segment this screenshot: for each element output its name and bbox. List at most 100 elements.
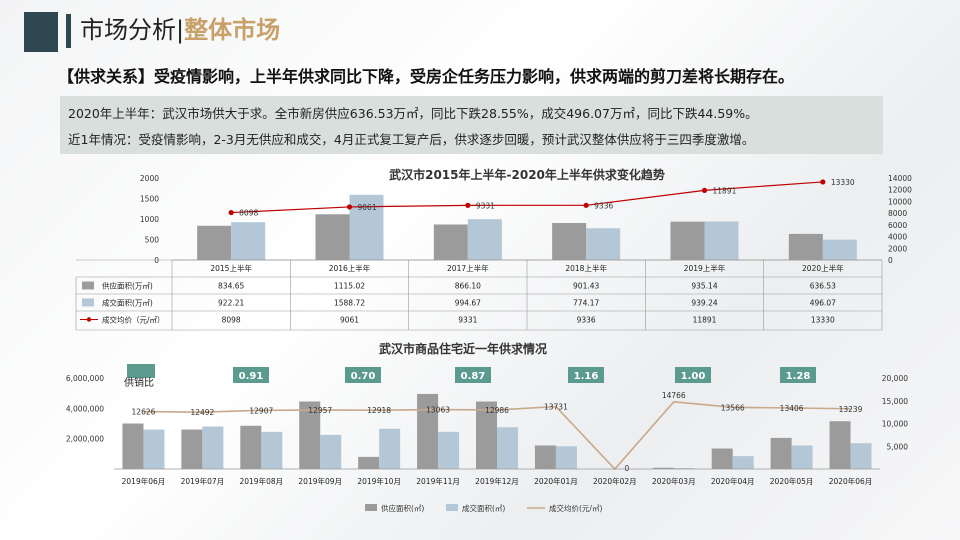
chart1-table-cell: 901.43 <box>573 282 599 291</box>
chart1-point-price <box>583 202 589 208</box>
chart1-y2-tick-label: 10000 <box>888 197 912 206</box>
chart1-category-label: 2017上半年 <box>447 263 489 273</box>
chart1-bar-supply <box>788 233 823 260</box>
chart2-bar-supply <box>770 437 792 469</box>
chart2-category-label: 2020年02月 <box>593 476 637 486</box>
chart2-ratio-value: 1.00 <box>681 371 706 382</box>
chart2-point-label: 12957 <box>308 406 332 415</box>
chart2-point-label: 0 <box>624 464 629 473</box>
chart1-table-cell: 9331 <box>458 316 477 325</box>
page-title: 市场分析|整体市场 <box>80 12 280 48</box>
chart1-table-cell: 9336 <box>577 316 596 325</box>
chart2-bar-deal <box>379 428 401 469</box>
chart1-y2-tick-label: 8000 <box>888 209 907 218</box>
chart2-category-label: 2020年03月 <box>652 476 696 486</box>
chart2-point-label: 14766 <box>662 391 686 400</box>
chart1-table-cell: 13330 <box>811 316 835 325</box>
chart2-ratio-badge <box>780 367 816 383</box>
chart2-bar-deal <box>791 445 813 469</box>
chart2-line-price <box>143 400 851 471</box>
headline: 【供求关系】受疫情影响，上半年供求同比下降，受房企任务压力影响，供求两端的剪刀差… <box>58 67 795 86</box>
chart2-category-label: 2019年09月 <box>298 476 342 486</box>
chart2-bar-supply <box>829 421 851 469</box>
chart2-ratio-badge-header <box>127 364 155 378</box>
chart2-bar-supply <box>711 448 733 469</box>
chart2-bar-deal <box>438 431 460 469</box>
chart2-point-label: 12918 <box>367 406 391 415</box>
chart1-bar-supply <box>670 221 705 260</box>
chart2-ratio-value: 0.87 <box>461 371 486 382</box>
chart1-y2-tick-label: 6000 <box>888 221 907 230</box>
chart2-category-label: 2020年04月 <box>711 476 755 486</box>
chart1-y2-tick-label: 0 <box>888 256 893 265</box>
chart1-bar-deal <box>231 222 266 260</box>
chart1-y-tick-label: 1500 <box>140 195 159 204</box>
chart1-y2-tick-label: 12000 <box>888 186 912 195</box>
chart2-category-label: 2019年07月 <box>181 476 225 486</box>
chart2-legend-label-supply: 供应面积(㎡) <box>381 503 424 513</box>
chart2-category-label: 2019年10月 <box>357 476 401 486</box>
chart2-ratio-badge <box>455 367 491 383</box>
chart2-category-label: 2019年06月 <box>122 476 166 486</box>
chart2-point-label: 12907 <box>249 406 273 415</box>
chart2-bar-supply <box>358 456 380 469</box>
chart1-legend-key-price-marker <box>86 317 92 322</box>
summary-line-2: 近1年情况：受疫情影响，2-3月无供应和成交，4月正式复工复产后，供求逐步回暖，… <box>68 132 755 147</box>
chart2-point-label: 12986 <box>485 406 509 415</box>
chart2-bar-supply <box>476 401 497 469</box>
chart2-point-label: 13731 <box>544 403 568 412</box>
chart1-point-price <box>820 179 826 185</box>
chart2-point-label: 13063 <box>426 406 450 415</box>
chart1-table-cell: 8098 <box>222 316 241 325</box>
chart1-point-label: 9061 <box>358 203 377 212</box>
chart1-bar-supply <box>315 214 350 260</box>
chart1-category-label: 2018上半年 <box>565 263 607 273</box>
chart1-point-label: 9336 <box>594 201 613 210</box>
page-title-separator: | <box>176 16 185 44</box>
chart1-bar-deal <box>704 221 739 260</box>
chart1-y2-tick-label: 4000 <box>888 233 907 242</box>
chart2-ratio-badge <box>233 367 269 383</box>
chart2-ratio-value: 0.91 <box>239 371 264 382</box>
chart2-point-label: 12626 <box>132 408 156 417</box>
summary-line-1: 2020年上半年：武汉市场供大于求。全市新房供应636.53万㎡，同比下跌28.… <box>68 106 758 121</box>
chart1-table-cell: 11891 <box>693 316 717 325</box>
chart2-ratio-value: 0.70 <box>351 371 376 382</box>
chart2-bar-deal <box>850 443 872 469</box>
chart2-category-label: 2019年11月 <box>416 476 460 486</box>
chart2-bar-supply <box>240 425 262 469</box>
chart1-bar-deal <box>586 228 621 260</box>
chart2-bar-supply <box>417 393 439 469</box>
chart1-y2-tick-label: 14000 <box>888 174 912 183</box>
chart1-table-cell: 994.67 <box>455 299 481 308</box>
chart2-bar-deal <box>261 431 283 469</box>
chart1-y-tick-label: 0 <box>154 256 159 265</box>
chart1-table-cell: 9061 <box>340 316 359 325</box>
chart2-bar-deal <box>732 456 754 469</box>
chart1-point-price <box>228 209 234 216</box>
chart2-bar-supply <box>534 445 556 469</box>
page-title-main: 市场分析 <box>80 16 176 44</box>
chart1-table-cell: 496.07 <box>810 299 836 308</box>
chart2-category-label: 2019年12月 <box>475 476 519 486</box>
chart2-y-tick-label: 4,000,000 <box>66 404 104 413</box>
chart1-point-label: 8098 <box>239 209 258 218</box>
chart2-ratio-value: 1.28 <box>786 371 811 382</box>
chart2-point-label: 13566 <box>721 403 745 412</box>
chart1-y-tick-label: 1000 <box>140 215 159 224</box>
chart2-legend-label-deal: 成交面积(㎡) <box>462 503 505 513</box>
chart1-bar-deal <box>467 219 502 260</box>
chart2-ratio-badge <box>568 367 604 383</box>
chart1-point-price <box>701 187 708 193</box>
chart2-category-label: 2020年06月 <box>829 476 873 486</box>
chart2-legend-key-supply <box>365 504 377 511</box>
chart1-bar-supply <box>197 225 232 260</box>
chart2-legend-key-deal <box>446 504 458 511</box>
header-accent-block <box>24 12 58 52</box>
chart2-bar-supply <box>181 429 203 469</box>
chart1-table-cell: 1115.02 <box>334 282 365 291</box>
chart1-table-cell: 834.65 <box>218 282 244 291</box>
chart1-bar-deal <box>349 194 384 260</box>
chart1-y2-tick-label: 2000 <box>888 244 907 253</box>
chart1-bar-supply <box>552 223 587 260</box>
